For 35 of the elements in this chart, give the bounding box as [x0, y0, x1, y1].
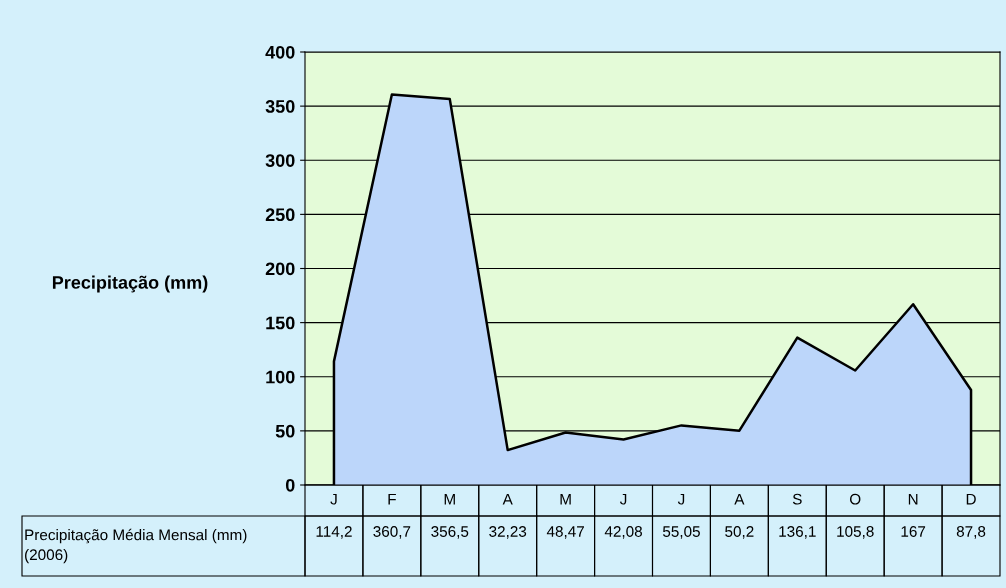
x-tick-label: D	[966, 493, 976, 505]
x-tick-label: A	[502, 493, 513, 505]
y-tick-label: 200	[265, 262, 295, 276]
x-tick-label: J	[619, 493, 627, 505]
x-tick-label: M	[444, 493, 455, 505]
x-tick-label: N	[908, 493, 918, 505]
y-tick-label: 350	[265, 100, 295, 113]
data-label: 48,47	[546, 526, 584, 539]
x-tick-label: S	[792, 493, 802, 505]
y-tick-label: 150	[266, 316, 295, 330]
data-label: 167	[901, 526, 926, 537]
x-tick-label: O	[849, 493, 861, 505]
text: Precipitação Média Mensal (mm) (2006)	[25, 528, 247, 564]
y-tick-label: 300	[265, 154, 295, 167]
x-tick-label: M	[560, 493, 571, 505]
y-tick-label: 250	[265, 208, 295, 222]
data-label: 50,2	[725, 526, 754, 539]
y-tick-label: 0	[285, 478, 295, 492]
x-tick-label: A	[734, 493, 745, 505]
y-tick-label: 400	[265, 45, 295, 59]
data-label: 105,8	[837, 526, 874, 539]
data-label: 356,5	[431, 526, 469, 539]
data-label: 136,1	[779, 526, 816, 539]
y-tick-label: 50	[275, 424, 295, 438]
y-axis-title: Precipitação (mm)	[52, 275, 208, 293]
data-label: 42,08	[604, 526, 642, 539]
x-tick-label: J	[330, 493, 337, 505]
data-label: 55,05	[662, 526, 700, 539]
data-label: 32,23	[489, 526, 527, 539]
data-label: 87,8	[956, 526, 986, 539]
x-tick-label: J	[677, 493, 685, 505]
data-label: 114,2	[316, 526, 352, 539]
y-tick-label: 100	[266, 370, 295, 384]
x-tick-label: F	[388, 493, 396, 505]
data-label: 360,7	[373, 526, 411, 539]
